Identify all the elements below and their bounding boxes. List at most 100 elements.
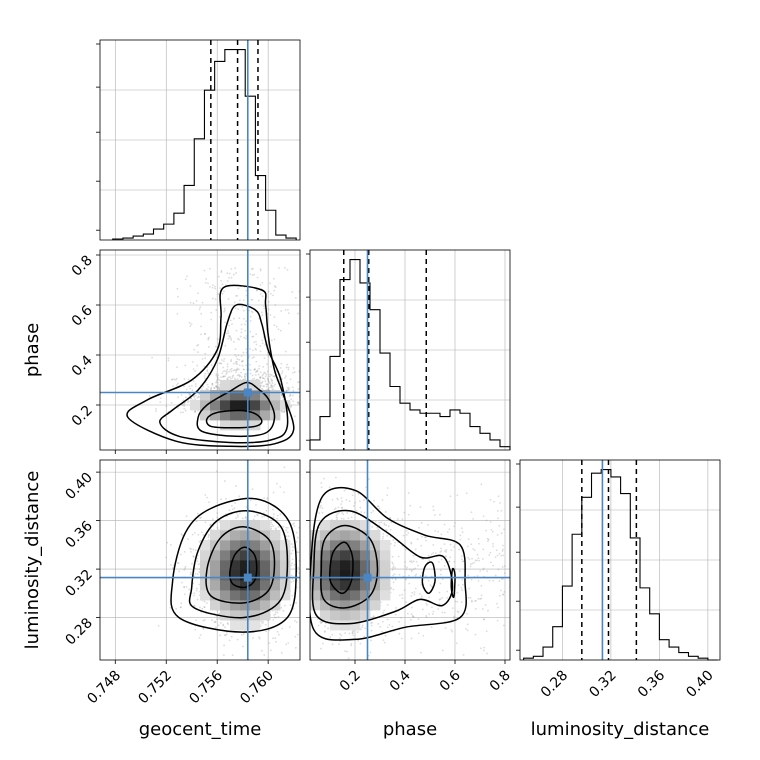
x-axis-label-geocent-time: geocent_time xyxy=(139,719,262,740)
panel-phase-vs-geocent-time-sample-point xyxy=(213,387,216,390)
panel-phase-vs-geocent-time-sample-point xyxy=(249,369,252,372)
panel-luminosity-distance-vs-geocent-time-sample-point xyxy=(220,622,222,624)
panel-luminosity-distance-vs-phase-sample-point xyxy=(320,622,322,625)
panel-luminosity-distance-vs-phase-sample-point xyxy=(321,642,324,645)
panel-luminosity-distance-vs-phase-sample-point xyxy=(425,616,428,619)
panel-luminosity-distance-vs-geocent-time-sample-point xyxy=(197,533,200,536)
panel-luminosity-distance-vs-phase-sample-point xyxy=(386,487,389,489)
panel-luminosity-distance-vs-geocent-time-sample-point xyxy=(201,607,204,610)
panel-phase-vs-geocent-time-sample-point xyxy=(293,371,296,373)
y-axis-label-phase: phase xyxy=(22,323,43,377)
panel-luminosity-distance-vs-phase-sample-point xyxy=(446,590,449,593)
panel-phase-vs-geocent-time-sample-point xyxy=(242,317,245,320)
panel-phase-vs-geocent-time-sample-point xyxy=(255,289,258,291)
panel-luminosity-distance-vs-geocent-time-contour-1 xyxy=(205,525,276,604)
panel-phase-vs-geocent-time-sample-point xyxy=(269,282,272,285)
panel-luminosity-distance-vs-geocent-time-sample-point xyxy=(231,508,234,511)
panel-phase-vs-geocent-time-sample-point xyxy=(256,369,259,372)
panel-luminosity-distance-vs-geocent-time-sample-point xyxy=(290,543,293,545)
panel-luminosity-distance-vs-geocent-time-sample-point xyxy=(190,573,192,576)
panel-luminosity-distance-vs-geocent-time-sample-point xyxy=(244,515,247,518)
panel-luminosity-distance-vs-phase-sample-point xyxy=(500,554,503,557)
panel-phase-vs-geocent-time-sample-point xyxy=(226,377,229,380)
panel-luminosity-distance-vs-phase-density-cell xyxy=(380,550,391,561)
panel-phase-vs-geocent-time-sample-point xyxy=(273,385,276,387)
panel-phase-vs-geocent-time-sample-point xyxy=(228,324,231,327)
panel-phase-vs-geocent-time-sample-point xyxy=(231,323,233,326)
panel-phase-vs-geocent-time-sample-point xyxy=(223,290,225,293)
panel-luminosity-distance-vs-geocent-time-sample-point xyxy=(292,607,295,610)
panel-luminosity-distance-vs-phase-sample-point xyxy=(477,597,480,600)
panel-phase-vs-geocent-time-sample-point xyxy=(222,360,225,363)
panel-luminosity-distance-vs-phase-density-cell xyxy=(330,610,341,621)
panel-luminosity-distance-vs-phase-sample-point xyxy=(410,595,413,597)
panel-phase-vs-geocent-time-sample-point xyxy=(240,331,243,334)
panel-luminosity-distance-vs-phase-density-cell xyxy=(340,620,351,631)
panel-luminosity-distance-vs-phase-sample-point xyxy=(424,536,426,539)
panel-luminosity-distance-vs-geocent-time-sample-point xyxy=(196,560,199,563)
panel-luminosity-distance-vs-phase-sample-point xyxy=(492,564,495,567)
panel-phase-vs-geocent-time-sample-point xyxy=(279,329,282,332)
panel-phase-vs-geocent-time-sample-point xyxy=(270,378,272,381)
panel-luminosity-distance-vs-phase-sample-point xyxy=(449,495,452,498)
panel-luminosity-distance-vs-phase-sample-point xyxy=(417,632,420,635)
panel-luminosity-distance-vs-phase-sample-point xyxy=(397,555,400,558)
panel-luminosity-distance-vs-geocent-time-sample-point xyxy=(204,521,207,524)
panel-luminosity-distance-vs-phase-sample-point xyxy=(489,551,492,554)
panel-luminosity-distance-vs-phase-sample-point xyxy=(450,628,453,631)
panel-luminosity-distance-vs-geocent-time-sample-point xyxy=(231,654,234,657)
panel-phase-vs-geocent-time-sample-point xyxy=(211,284,214,287)
panel-phase-vs-geocent-time-sample-point xyxy=(274,383,277,386)
panel-luminosity-distance-vs-phase-sample-point xyxy=(478,559,480,562)
panel-phase-vs-geocent-time-sample-point xyxy=(208,285,211,288)
panel-phase-vs-geocent-time-sample-point xyxy=(255,348,257,351)
panel-phase-vs-geocent-time-sample-point xyxy=(224,344,227,347)
panel-phase-vs-geocent-time-sample-point xyxy=(223,307,226,310)
panel-luminosity-distance-vs-geocent-time-sample-point xyxy=(295,540,298,543)
panel-luminosity-distance-vs-geocent-time-density-cell xyxy=(200,560,211,571)
panel-luminosity-distance-vs-phase-sample-point xyxy=(441,611,444,614)
panel-phase-vs-geocent-time-sample-point xyxy=(233,353,236,356)
panel-luminosity-distance-vs-geocent-time-density-cell xyxy=(250,560,261,571)
panel-phase-vs-geocent-time-sample-point xyxy=(226,280,229,282)
panel-phase-vs-geocent-time-sample-point xyxy=(261,282,264,284)
panel-luminosity-distance-vs-phase-sample-point xyxy=(479,570,482,572)
panel-luminosity-distance-vs-phase-sample-point xyxy=(350,642,353,645)
panel-luminosity-distance-vs-geocent-time-density-cell xyxy=(220,540,231,551)
panel-luminosity-distance-vs-phase-sample-point xyxy=(357,492,360,495)
panel-luminosity-distance-vs-geocent-time-sample-point xyxy=(194,549,197,552)
panel-luminosity-distance-vs-geocent-time-density-cell xyxy=(220,590,231,601)
panel-luminosity-distance-vs-phase-sample-point xyxy=(411,569,413,572)
panel-phase-vs-geocent-time-sample-point xyxy=(221,359,223,361)
panel-luminosity-distance-vs-geocent-time-density-cell xyxy=(240,620,251,631)
panel-phase-vs-geocent-time-sample-point xyxy=(185,388,188,391)
panel-phase-vs-geocent-time-sample-point xyxy=(251,335,254,338)
panel-phase-vs-geocent-time-sample-point xyxy=(235,272,238,274)
panel-luminosity-distance-vs-phase-sample-point xyxy=(420,595,423,598)
panel-phase-vs-geocent-time-sample-point xyxy=(183,403,186,406)
panel-phase-vs-geocent-time-sample-point xyxy=(194,383,197,385)
panel-luminosity-distance-vs-phase-sample-point xyxy=(440,547,442,550)
panel-phase-vs-geocent-time-sample-point xyxy=(234,267,237,270)
panel-luminosity-distance-vs-phase-sample-point xyxy=(449,543,452,546)
panel-luminosity-distance-vs-phase-sample-point xyxy=(384,634,387,637)
panel-phase-vs-geocent-time-sample-point xyxy=(225,332,228,335)
panel-phase-vs-geocent-time-sample-point xyxy=(189,301,192,304)
panel-phase-vs-geocent-time-sample-point xyxy=(273,316,276,319)
panel-luminosity-distance-vs-phase-sample-point xyxy=(383,641,386,644)
panel-phase-vs-geocent-time-sample-point xyxy=(207,337,210,340)
panel-luminosity-distance-vs-geocent-time-sample-point xyxy=(270,521,272,524)
panel-luminosity-distance-vs-phase-sample-point xyxy=(440,558,443,561)
panel-phase-vs-geocent-time-sample-point xyxy=(259,350,262,353)
panel-luminosity-distance-vs-geocent-time-sample-point xyxy=(222,623,225,626)
panel-luminosity-distance-vs-phase-sample-point xyxy=(445,548,448,551)
panel-luminosity-distance-vs-phase-density-cell xyxy=(380,570,391,581)
panel-luminosity-distance-vs-phase-sample-point xyxy=(439,598,442,600)
panel-luminosity-distance-vs-geocent-time-density-cell xyxy=(240,590,251,601)
panel-phase-vs-geocent-time-sample-point xyxy=(250,298,253,301)
panel-luminosity-distance-vs-geocent-time-sample-point xyxy=(288,626,291,628)
panel-luminosity-distance-vs-geocent-time-density-cell xyxy=(220,600,231,611)
panel-phase-vs-geocent-time-sample-point xyxy=(184,278,187,281)
panel-phase-vs-geocent-time-sample-point xyxy=(280,394,283,396)
panel-phase-vs-geocent-time-sample-point xyxy=(270,384,273,387)
